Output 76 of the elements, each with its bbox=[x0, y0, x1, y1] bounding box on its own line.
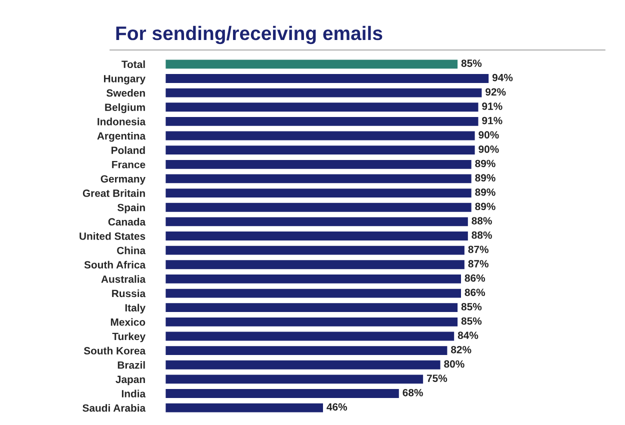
bar bbox=[165, 158, 473, 170]
data-label: 89% bbox=[475, 188, 496, 196]
y-tick-label: Canada bbox=[108, 218, 146, 226]
y-tick-label: South Africa bbox=[84, 260, 146, 269]
data-label: 80% bbox=[444, 360, 464, 368]
bar bbox=[165, 144, 476, 156]
data-label: 90% bbox=[478, 146, 499, 153]
data-label: 88% bbox=[472, 231, 492, 239]
data-label: 91% bbox=[482, 102, 502, 110]
data-label: 46% bbox=[326, 403, 348, 411]
y-tick-label: Mexico bbox=[110, 318, 146, 326]
bar bbox=[165, 86, 484, 99]
data-label: 88% bbox=[472, 217, 492, 224]
data-label: 87% bbox=[468, 260, 488, 268]
data-label: 85% bbox=[461, 60, 482, 67]
y-tick-label: Hungary bbox=[104, 75, 146, 84]
y-tick-label: Russia bbox=[112, 290, 146, 298]
data-label: 86% bbox=[464, 288, 486, 296]
bar bbox=[165, 244, 466, 256]
y-tick-label: Poland bbox=[112, 146, 145, 154]
data-label: 94% bbox=[492, 74, 513, 82]
y-tick-label: Italy bbox=[125, 304, 146, 314]
bar bbox=[165, 101, 480, 113]
data-label: 87% bbox=[468, 246, 488, 254]
bar bbox=[165, 316, 459, 328]
data-label: 89% bbox=[475, 174, 496, 182]
y-tick-label: Germany bbox=[100, 175, 146, 185]
bar bbox=[165, 258, 466, 270]
data-label: 91% bbox=[482, 116, 502, 124]
data-label: 85% bbox=[461, 303, 482, 310]
y-tick-label: Brazil bbox=[118, 361, 145, 369]
bar bbox=[165, 330, 456, 342]
y-tick-label: Turkey bbox=[112, 332, 146, 342]
bar bbox=[165, 287, 462, 300]
y-tick-label: South Korea bbox=[84, 346, 146, 354]
bar bbox=[165, 216, 470, 228]
bar bbox=[165, 116, 480, 128]
y-tick-label: Argentina bbox=[97, 132, 146, 142]
bar bbox=[165, 187, 473, 199]
data-label: 82% bbox=[451, 346, 472, 354]
data-label: 84% bbox=[458, 332, 478, 340]
data-label: 85% bbox=[461, 317, 482, 325]
y-tick-label: Saudi Arabia bbox=[82, 404, 146, 412]
y-tick-label: Sweden bbox=[106, 89, 145, 97]
data-label: 75% bbox=[426, 374, 448, 382]
chart-title: For sending/receiving emails bbox=[116, 26, 382, 44]
bar bbox=[165, 388, 400, 400]
data-label: 68% bbox=[402, 388, 423, 396]
bar bbox=[165, 130, 476, 142]
bar bbox=[165, 359, 442, 371]
y-tick-label: Spain bbox=[117, 204, 145, 214]
y-tick-label: United States bbox=[80, 232, 146, 240]
bar bbox=[165, 302, 459, 314]
data-label: 86% bbox=[464, 274, 486, 282]
y-tick-label: China bbox=[117, 246, 146, 254]
y-tick-label: France bbox=[112, 161, 146, 168]
bar bbox=[165, 172, 473, 185]
bar bbox=[165, 344, 449, 356]
bar bbox=[165, 273, 462, 285]
y-tick-label: Great Britain bbox=[82, 189, 145, 197]
y-tick-label: Total bbox=[122, 60, 145, 68]
bar bbox=[165, 230, 470, 242]
y-tick-label: Australia bbox=[101, 275, 146, 283]
data-label: 89% bbox=[475, 202, 496, 210]
data-label: 90% bbox=[478, 131, 499, 139]
y-tick-label: India bbox=[122, 390, 146, 398]
data-label: 89% bbox=[475, 160, 496, 168]
y-tick-label: Indonesia bbox=[98, 118, 146, 126]
y-tick-label: Japan bbox=[116, 376, 145, 386]
y-tick-label: Belgium bbox=[105, 103, 145, 114]
bar bbox=[165, 58, 459, 70]
bar bbox=[165, 72, 490, 84]
bar bbox=[165, 402, 324, 414]
bar bbox=[165, 202, 473, 214]
data-label: 92% bbox=[486, 88, 506, 96]
bar bbox=[165, 373, 424, 386]
